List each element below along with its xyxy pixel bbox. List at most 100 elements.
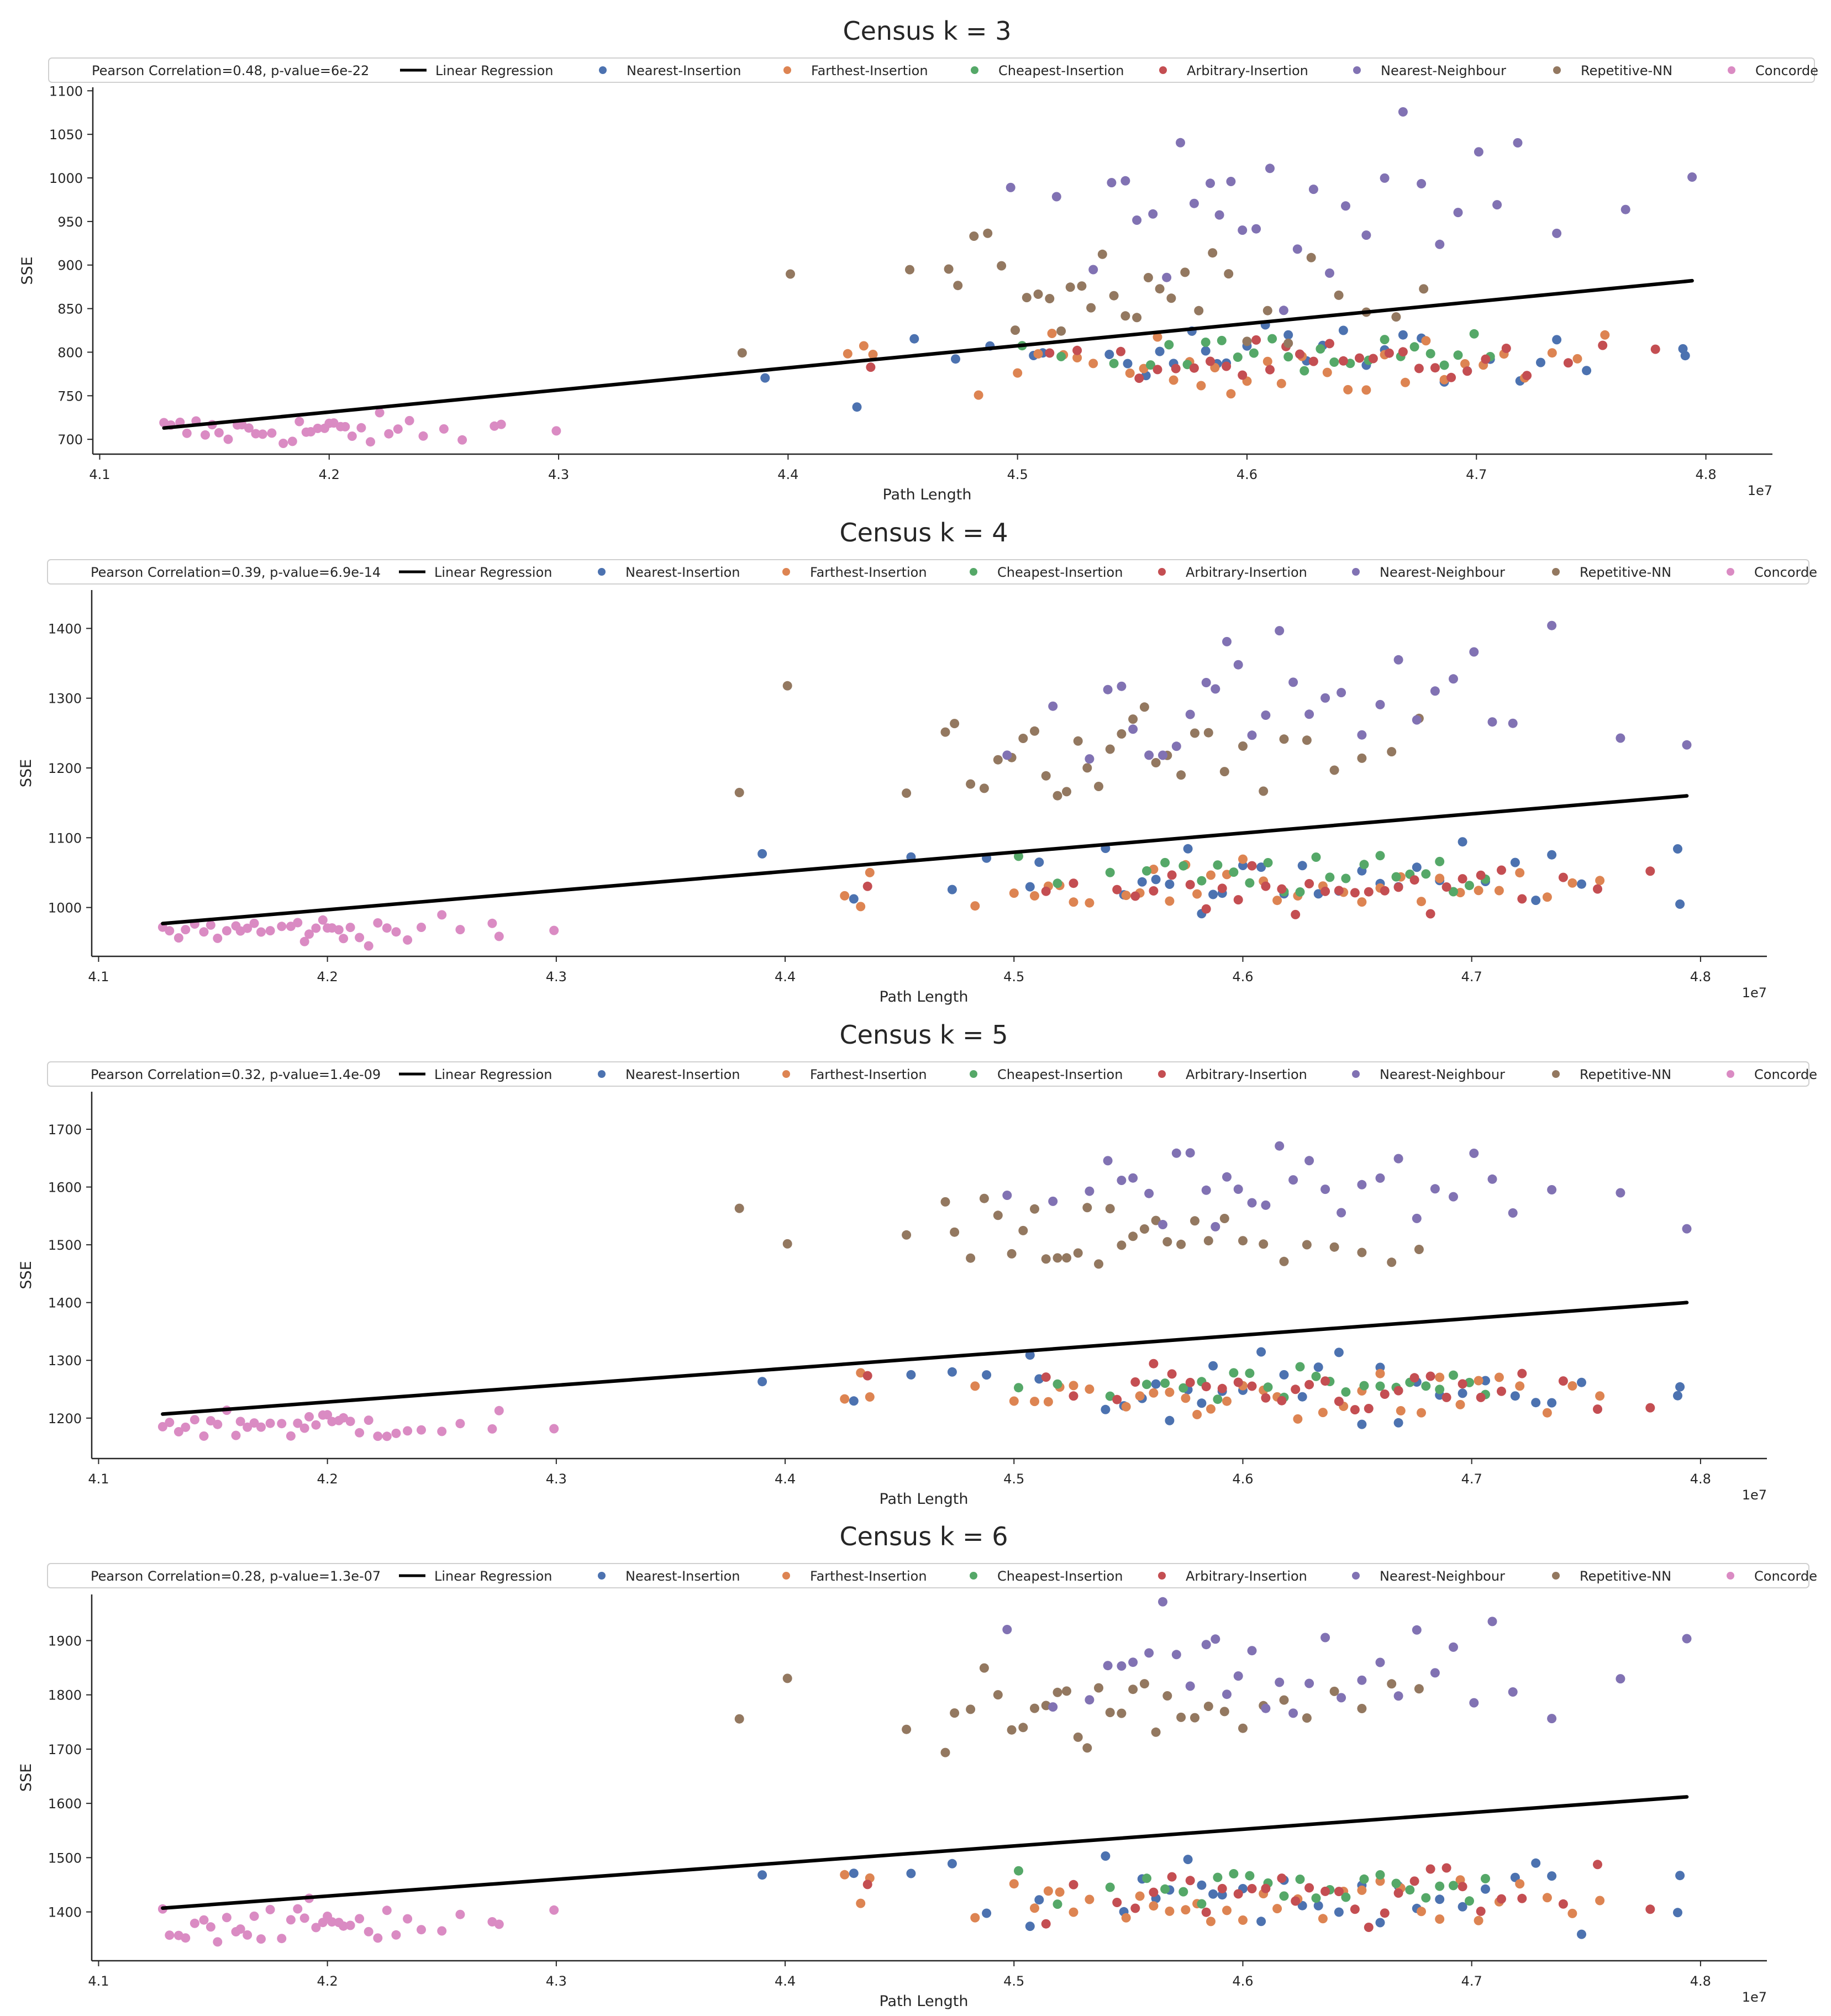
point-arbitrary-insertion [1130, 1903, 1140, 1913]
point-farthest-insertion [1181, 1905, 1191, 1915]
point-concorde [347, 431, 357, 441]
point-arbitrary-insertion [1414, 364, 1424, 373]
point-arbitrary-insertion [1222, 361, 1232, 371]
point-concorde [403, 1426, 413, 1436]
point-repetitive-nn [1180, 267, 1190, 277]
point-nearest-neighbour [1375, 699, 1385, 709]
point-repetitive-nn [1194, 306, 1204, 315]
point-nearest-insertion [1547, 1398, 1557, 1408]
point-farthest-insertion [1181, 1393, 1191, 1403]
point-farthest-insertion [1293, 1414, 1303, 1424]
point-cheapest-insertion [1056, 351, 1066, 361]
point-nearest-insertion [1155, 346, 1165, 356]
point-nearest-neighbour [1393, 1691, 1403, 1701]
point-cheapest-insertion [1359, 1874, 1369, 1884]
point-repetitive-nn [993, 1690, 1003, 1700]
legend-marker-nearest-neighbour [1353, 66, 1361, 74]
point-repetitive-nn [782, 1239, 792, 1249]
x-tick-label: 4.8 [1690, 969, 1711, 985]
legend-marker-concorde [1728, 66, 1735, 74]
point-arbitrary-insertion [1409, 875, 1419, 885]
point-nearest-insertion [1208, 889, 1218, 899]
point-concorde [235, 1417, 245, 1427]
point-nearest-insertion [1481, 1884, 1490, 1894]
point-nearest-insertion [1313, 1901, 1323, 1910]
point-arbitrary-insertion [1116, 346, 1125, 356]
point-nearest-insertion [1412, 862, 1422, 872]
point-arbitrary-insertion [1247, 1381, 1257, 1391]
x-scale-exponent: 1e7 [1748, 483, 1772, 498]
point-cheapest-insertion [1465, 881, 1474, 891]
point-cheapest-insertion [1053, 878, 1062, 888]
point-cheapest-insertion [1160, 857, 1170, 867]
point-arbitrary-insertion [1501, 344, 1511, 353]
point-repetitive-nn [966, 1253, 976, 1263]
legend-marker-repetitive-nn [1552, 1070, 1560, 1078]
point-arbitrary-insertion [1265, 365, 1275, 375]
point-farthest-insertion [1013, 368, 1023, 378]
point-nearest-insertion [1034, 1895, 1044, 1905]
point-nearest-neighbour [1171, 741, 1181, 751]
point-nearest-neighbour [1214, 210, 1224, 220]
legend-label-cheapest-insertion: Cheapest-Insertion [997, 1568, 1123, 1584]
point-concorde [417, 1425, 426, 1435]
point-nearest-insertion [1334, 1907, 1344, 1917]
point-farthest-insertion [1085, 1384, 1095, 1394]
point-cheapest-insertion [1295, 1362, 1305, 1372]
point-nearest-neighbour [1158, 1220, 1167, 1229]
legend-marker-cheapest-insertion [970, 568, 977, 576]
point-arbitrary-insertion [1217, 1883, 1227, 1893]
point-repetitive-nn [1190, 1216, 1199, 1226]
x-tick-label: 4.7 [1466, 467, 1487, 482]
point-farthest-insertion [1542, 892, 1552, 902]
point-nearest-insertion [1034, 857, 1044, 867]
point-farthest-insertion [1149, 1901, 1159, 1911]
point-nearest-insertion [1183, 844, 1193, 854]
point-cheapest-insertion [1449, 1370, 1458, 1380]
point-arbitrary-insertion [1364, 1404, 1374, 1413]
x-axis-label: Path Length [879, 988, 968, 1006]
point-farthest-insertion [1085, 1894, 1095, 1904]
point-nearest-neighbour [1449, 1192, 1458, 1202]
point-farthest-insertion [1196, 381, 1206, 391]
point-cheapest-insertion [1380, 335, 1390, 345]
point-farthest-insertion [1435, 1914, 1445, 1924]
point-farthest-insertion [1206, 1917, 1216, 1926]
point-nearest-insertion [849, 894, 859, 904]
point-farthest-insertion [1357, 1885, 1367, 1895]
point-farthest-insertion [1069, 1381, 1078, 1391]
point-concorde [181, 1422, 191, 1432]
legend-label-cheapest-insertion: Cheapest-Insertion [998, 63, 1124, 78]
point-farthest-insertion [1361, 385, 1371, 395]
point-nearest-insertion [1673, 1908, 1682, 1918]
point-cheapest-insertion [1217, 335, 1227, 345]
point-nearest-neighbour [1469, 1698, 1479, 1708]
point-repetitive-nn [902, 788, 912, 798]
legend-label-arbitrary-insertion: Arbitrary-Insertion [1186, 1067, 1307, 1082]
point-repetitive-nn [1105, 1708, 1115, 1718]
legend-marker-nearest-insertion [599, 66, 607, 74]
point-nearest-neighbour [1117, 1661, 1127, 1671]
point-repetitive-nn [1132, 313, 1142, 323]
point-arbitrary-insertion [1364, 887, 1374, 897]
point-cheapest-insertion [1391, 1878, 1401, 1888]
legend-frame [47, 1563, 1809, 1588]
point-nearest-insertion [906, 1370, 916, 1380]
y-tick-label: 1400 [48, 1296, 82, 1311]
y-tick-label: 1100 [49, 83, 83, 99]
x-tick-label: 4.7 [1461, 969, 1482, 985]
point-repetitive-nn [944, 264, 954, 274]
point-repetitive-nn [1094, 782, 1103, 791]
point-arbitrary-insertion [1497, 865, 1506, 875]
point-nearest-insertion [982, 1908, 992, 1918]
panel-census-k-6: Census k = 6 Pearson Correlation=0.28, p-… [18, 1522, 1817, 2010]
regression-line [161, 1795, 1689, 1910]
legend-frame [48, 57, 1815, 83]
point-concorde [286, 1915, 296, 1925]
point-nearest-neighbour [1288, 1708, 1298, 1718]
point-concorde [339, 934, 349, 944]
point-concorde [190, 1415, 199, 1425]
point-concorde [393, 424, 403, 434]
point-arbitrary-insertion [1277, 884, 1287, 894]
point-concorde [277, 1419, 287, 1429]
